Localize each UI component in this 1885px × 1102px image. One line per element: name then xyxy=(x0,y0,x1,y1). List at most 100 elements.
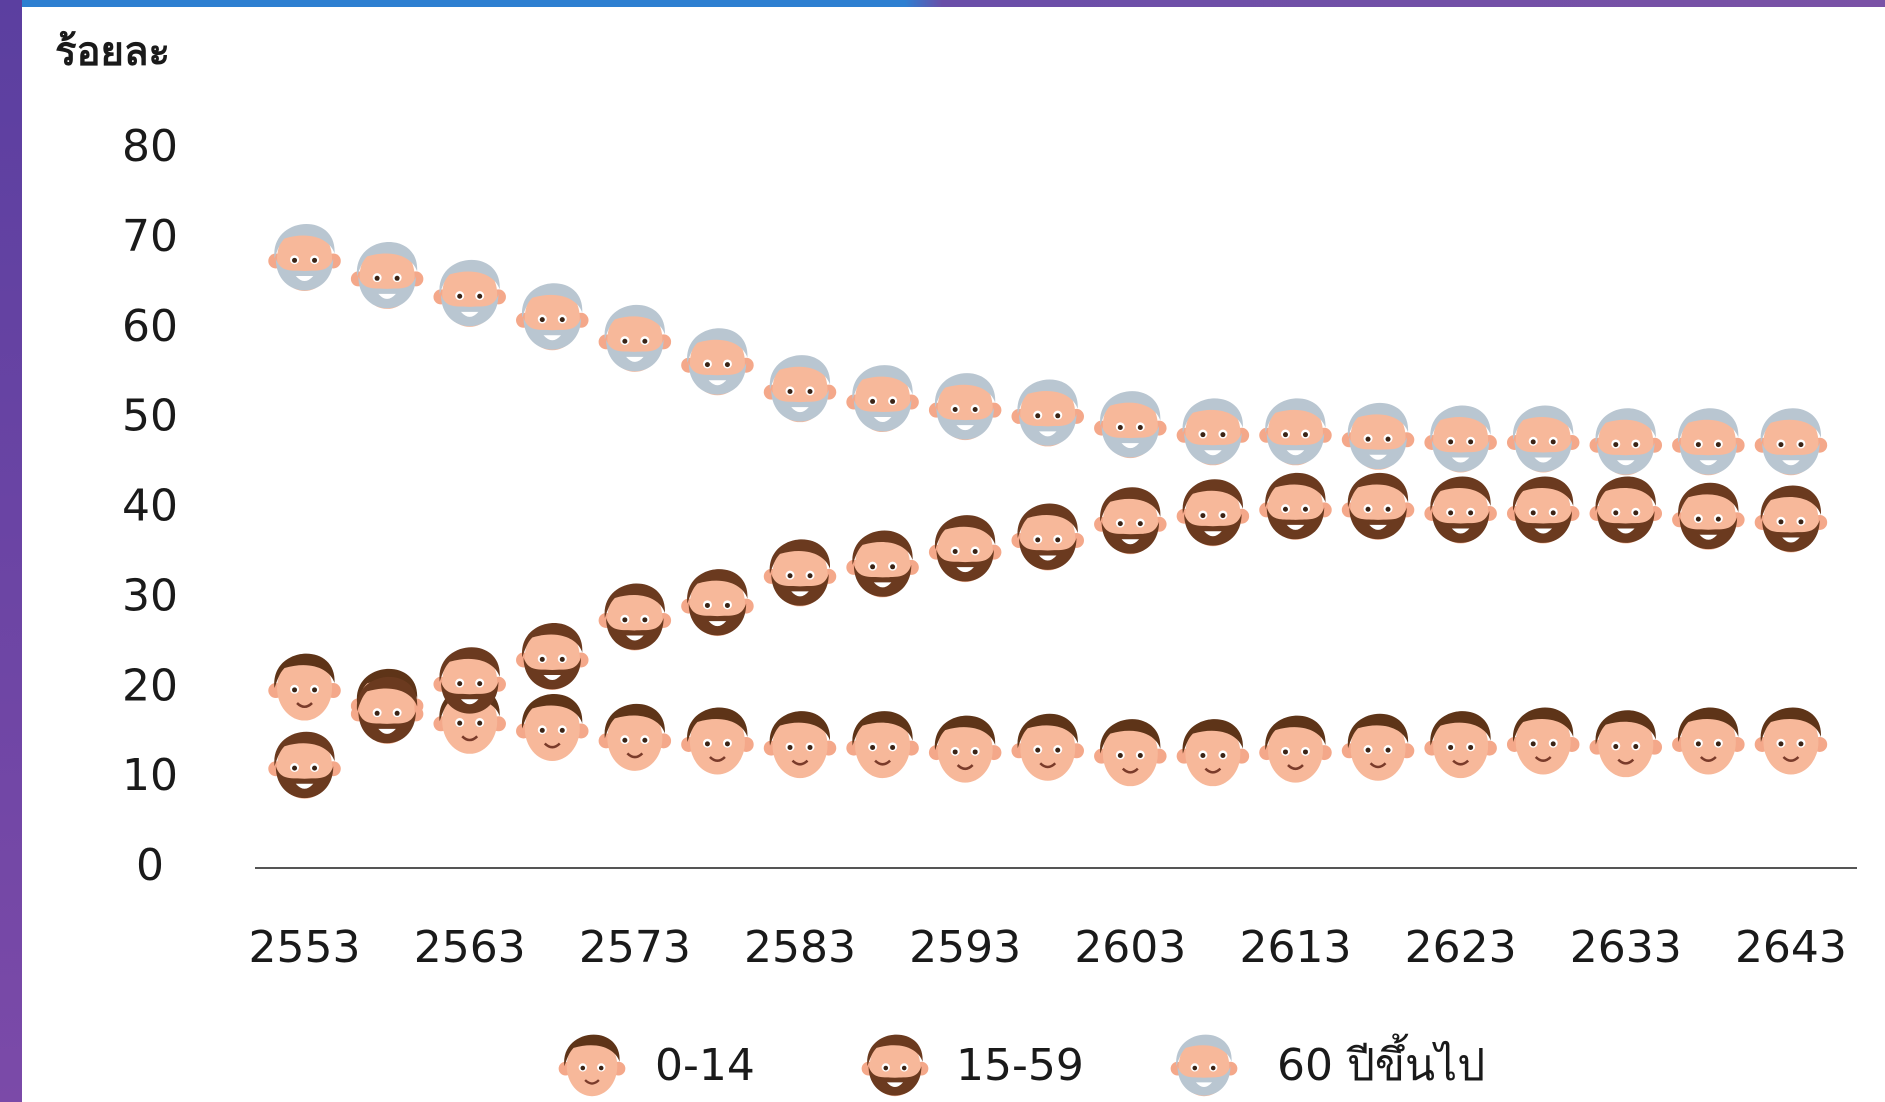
pupil xyxy=(890,744,896,750)
face-marker xyxy=(1506,405,1580,473)
hair xyxy=(522,283,583,318)
hair xyxy=(604,304,665,340)
hair xyxy=(687,328,748,363)
hair xyxy=(1595,710,1656,745)
face-marker xyxy=(1094,487,1167,555)
pupil xyxy=(1117,424,1123,430)
face-marker xyxy=(1754,707,1828,775)
beard xyxy=(1431,439,1490,472)
pupil xyxy=(642,617,648,623)
face-marker xyxy=(1589,710,1663,778)
beard xyxy=(688,603,747,636)
face-marker xyxy=(1506,476,1580,544)
mouth xyxy=(1534,528,1552,534)
beard xyxy=(1514,511,1572,543)
pupil xyxy=(312,687,318,693)
hair xyxy=(1347,713,1409,749)
face-marker xyxy=(763,711,837,779)
pupil xyxy=(1302,506,1308,512)
pupil xyxy=(1695,741,1701,747)
pupil xyxy=(883,1065,889,1071)
head xyxy=(1350,715,1406,781)
beard xyxy=(358,276,416,309)
pupil xyxy=(1117,753,1123,759)
head xyxy=(1515,709,1571,775)
pupil xyxy=(1137,753,1143,759)
pupil xyxy=(870,398,876,404)
head xyxy=(607,705,663,771)
pupil xyxy=(1550,741,1556,747)
mouth xyxy=(626,356,644,362)
pupil xyxy=(1302,432,1308,438)
mouth xyxy=(1286,450,1305,456)
hair xyxy=(274,223,335,259)
pupil xyxy=(1200,753,1206,759)
hair xyxy=(1017,713,1078,749)
beard xyxy=(936,407,994,440)
mouth xyxy=(378,293,396,299)
pupil xyxy=(901,1065,907,1071)
mouth xyxy=(626,635,644,641)
pupil xyxy=(1055,747,1061,753)
y-tick-label: 30 xyxy=(122,570,178,621)
beard xyxy=(275,258,334,291)
pupil xyxy=(1302,749,1308,755)
hair xyxy=(439,647,500,682)
pupil xyxy=(1282,506,1288,512)
hair xyxy=(522,694,583,729)
mouth xyxy=(1369,524,1387,530)
face-marker xyxy=(846,530,919,598)
hair xyxy=(1512,707,1574,742)
top-bar xyxy=(0,0,1885,7)
face-marker xyxy=(1259,398,1332,466)
face-marker xyxy=(516,623,589,690)
x-tick-label: 2623 xyxy=(1405,922,1517,973)
pupil xyxy=(870,564,876,570)
beard xyxy=(1184,513,1242,546)
face-marker xyxy=(1672,482,1745,550)
x-tick-label: 2593 xyxy=(909,922,1021,973)
pupil xyxy=(890,564,896,570)
mouth xyxy=(626,752,644,759)
mouth xyxy=(1204,767,1222,774)
x-tick-label: 2573 xyxy=(579,922,691,973)
pupil xyxy=(374,275,380,281)
face-marker xyxy=(681,569,754,637)
pupil xyxy=(394,275,400,281)
pupil xyxy=(1200,513,1206,519)
mouth xyxy=(295,783,314,789)
pupil xyxy=(580,1065,586,1071)
hair xyxy=(934,715,996,751)
beard xyxy=(1514,439,1572,472)
head xyxy=(772,713,828,779)
pupil xyxy=(477,293,483,299)
y-tick-label: 10 xyxy=(122,750,178,801)
hair xyxy=(1265,472,1326,508)
pupil xyxy=(704,741,710,747)
head xyxy=(1267,717,1323,783)
face-marker xyxy=(1011,503,1084,571)
hair xyxy=(1595,408,1656,443)
pupil xyxy=(1468,744,1474,750)
beard xyxy=(936,549,994,582)
hair xyxy=(1100,391,1161,426)
beard xyxy=(523,317,582,350)
pupil xyxy=(622,617,628,623)
legend-label: 15-59 xyxy=(956,1040,1084,1091)
hair xyxy=(1512,476,1574,511)
beard xyxy=(771,389,829,422)
x-tick-label: 2613 xyxy=(1239,922,1351,973)
beard xyxy=(275,766,334,799)
mouth xyxy=(873,582,892,588)
mouth xyxy=(460,699,479,705)
pupil xyxy=(292,687,298,693)
hair xyxy=(1347,472,1409,508)
face-marker xyxy=(1754,485,1828,553)
pupil xyxy=(642,737,648,743)
hair xyxy=(274,731,335,767)
head xyxy=(937,717,993,783)
pupil xyxy=(1385,747,1391,753)
pupil xyxy=(972,749,978,755)
face-marker xyxy=(268,731,341,799)
